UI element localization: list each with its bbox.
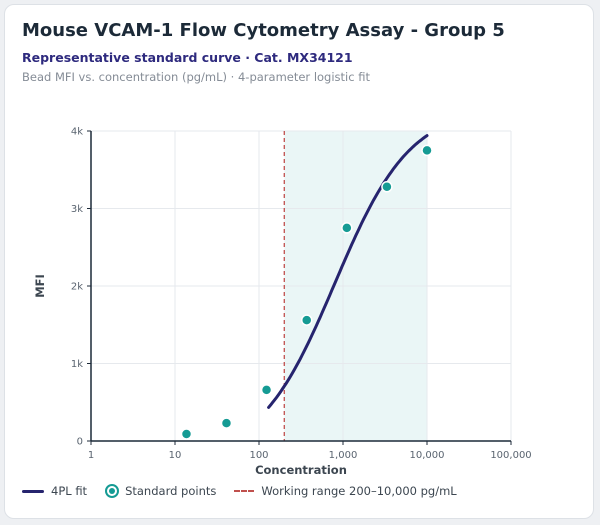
chart-caption: Bead MFI vs. concentration (pg/mL) · 4-p…: [22, 70, 370, 84]
standard-point: [180, 428, 193, 440]
chart-subtitle: Representative standard curve · Cat. MX3…: [22, 50, 353, 65]
x-tick-label: 1: [88, 450, 94, 461]
legend-item-fit: 4PL fit: [22, 484, 87, 498]
standard-point: [381, 181, 393, 193]
y-tick-label: 1k: [71, 359, 83, 370]
legend-range-label: Working range 200–10,000 pg/mL: [261, 484, 457, 498]
x-tick-label: 10,000: [410, 450, 445, 461]
legend-item-range: Working range 200–10,000 pg/mL: [234, 484, 457, 498]
legend-fit-label: 4PL fit: [51, 484, 88, 498]
point-swatch-dot: [109, 488, 116, 494]
standard-point: [220, 417, 233, 429]
x-tick-label: 100: [249, 450, 268, 461]
x-tick-label: 10: [169, 450, 182, 461]
y-tick-label: 4k: [71, 127, 83, 138]
x-tick-label: 100,000: [490, 450, 531, 461]
x-axis-title: Concentration: [255, 463, 347, 477]
y-tick-label: 2k: [71, 282, 83, 293]
standard-point: [421, 144, 433, 157]
standard-point: [300, 314, 313, 326]
legend-item-points: Standard points: [105, 484, 216, 498]
y-axis-title: MFI: [33, 274, 47, 298]
point-swatch: [105, 484, 120, 498]
legend-points-label: Standard points: [125, 484, 217, 498]
x-tick-label: 1,000: [329, 450, 358, 461]
chart-title: Mouse VCAM-1 Flow Cytometry Assay - Grou…: [22, 20, 505, 41]
standard-point: [260, 384, 273, 396]
y-tick-label: 0: [77, 437, 83, 448]
fit-line-swatch: [22, 489, 44, 493]
standard-point: [341, 222, 353, 234]
legend: 4PL fit Standard points Working range 20…: [22, 484, 475, 498]
range-line-swatch: [234, 490, 255, 492]
fit-curve: [267, 134, 429, 409]
y-tick-label: 3k: [71, 204, 83, 215]
